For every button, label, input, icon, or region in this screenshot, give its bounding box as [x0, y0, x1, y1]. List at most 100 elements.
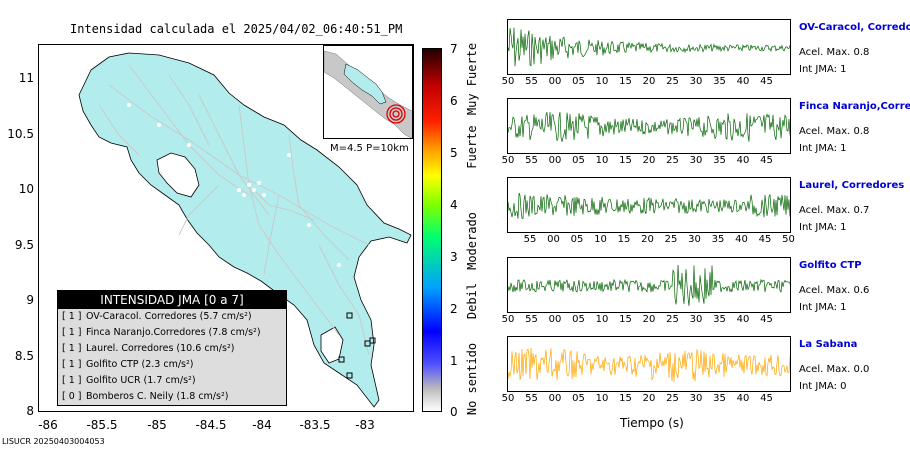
- time-tick: 20: [642, 314, 656, 325]
- inset-caption: M=4.5 P=10km: [330, 143, 409, 154]
- time-tick: 20: [642, 76, 656, 87]
- waveform-time-ticks: 50 55 00 05 10 15 20 25 30 35 40 45: [501, 393, 798, 405]
- time-tick: 50: [782, 234, 795, 245]
- station-accel: Acel. Max. 0.0: [799, 364, 870, 375]
- colorbar-tick: 5: [450, 146, 458, 160]
- time-tick: 20: [642, 155, 656, 166]
- time-tick: 25: [666, 393, 679, 404]
- inset-map: [323, 45, 413, 139]
- waveform-panel[interactable]: [507, 336, 791, 392]
- legend-text: Golfito CTP (2.3 cm/s²): [86, 359, 194, 370]
- station-accel: Acel. Max. 0.7: [799, 205, 870, 216]
- intensity-legend: INTENSIDAD JMA [0 a 7] [ 1 ] OV-Caracol. …: [57, 290, 287, 406]
- time-tick: 25: [666, 76, 679, 87]
- legend-row: [ 1 ] Golfito UCR (1.7 cm/s²): [58, 373, 286, 389]
- waveform-panel[interactable]: [507, 257, 791, 313]
- time-tick: 05: [572, 393, 585, 404]
- time-tick: 00: [547, 234, 560, 245]
- waveform-time-ticks: 50 55 00 05 10 15 20 25 30 35 40 45: [501, 155, 798, 167]
- station-intensity: Int JMA: 1: [799, 222, 847, 233]
- time-tick: 40: [736, 314, 750, 325]
- inset-svg: [324, 46, 412, 138]
- time-tick: 15: [619, 314, 632, 325]
- legend-text: OV-Caracol. Corredores (5.7 cm/s²): [86, 311, 252, 322]
- time-tick: 10: [595, 155, 609, 166]
- colorbar-category: Fuerte: [465, 125, 479, 169]
- waveform-trace: [508, 27, 790, 67]
- station-intensity: Int JMA: 1: [799, 143, 847, 154]
- station-name: La Sabana: [799, 339, 858, 350]
- costa-rica-map: [78, 52, 412, 408]
- time-tick: 55: [525, 155, 538, 166]
- time-tick: 25: [666, 155, 679, 166]
- y-tick: 8.5: [14, 349, 34, 363]
- legend-text: Laurel. Corredores (10.6 cm/s²): [86, 343, 235, 354]
- legend-level: [ 0 ]: [62, 391, 82, 402]
- time-tick: 50: [501, 393, 515, 404]
- time-tick: 05: [572, 76, 585, 87]
- colorbar-tick: 3: [450, 250, 458, 264]
- time-tick: 30: [689, 76, 703, 87]
- legend-row: [ 0 ] Bomberos C. Neily (1.8 cm/s²): [58, 389, 286, 405]
- legend-level: [ 1 ]: [62, 327, 82, 338]
- time-tick: 05: [570, 234, 584, 245]
- station-name: Laurel, Corredores: [799, 180, 905, 191]
- time-tick: 30: [688, 234, 701, 245]
- x-tick: -86: [38, 418, 58, 432]
- colorbar-tick: 1: [450, 354, 458, 368]
- time-tick: 35: [713, 393, 726, 404]
- time-tick: 15: [619, 155, 632, 166]
- station-markers: [338, 312, 376, 379]
- y-tick: 10: [18, 182, 34, 196]
- time-tick: 40: [736, 76, 750, 87]
- x-tick: -84.5: [195, 418, 227, 432]
- waveform-trace: [508, 192, 790, 219]
- time-tick: 15: [617, 234, 631, 245]
- time-tick: 10: [595, 76, 609, 87]
- time-tick: 50: [501, 155, 515, 166]
- colorbar-category: No sentido: [465, 342, 479, 416]
- waveform-time-ticks: 50 55 00 05 10 15 20 25 30 35 40 45: [501, 76, 798, 88]
- legend-text: Golfito UCR (1.7 cm/s²): [86, 375, 196, 386]
- x-tick: -83.5: [299, 418, 331, 432]
- time-tick: 35: [713, 155, 726, 166]
- waveform-panel[interactable]: [507, 19, 791, 75]
- station-accel: Acel. Max. 0.8: [799, 47, 870, 58]
- time-tick: 00: [548, 314, 562, 325]
- time-tick: 20: [641, 234, 654, 245]
- station-intensity: Int JMA: 1: [799, 302, 847, 313]
- time-tick: 00: [548, 393, 562, 404]
- time-tick: 50: [501, 314, 515, 325]
- time-tick: 55: [525, 76, 538, 87]
- time-tick: 45: [758, 234, 772, 245]
- time-tick: 15: [619, 76, 632, 87]
- waveform-time-ticks: 55 00 05 10 15 20 25 30 35 40 45 50: [503, 234, 798, 246]
- y-tick: 9.5: [14, 238, 34, 252]
- station-name: Finca Naranjo,Corredores: [799, 101, 910, 112]
- time-tick: 55: [525, 393, 538, 404]
- time-tick: 30: [689, 314, 703, 325]
- time-tick: 30: [689, 155, 703, 166]
- time-tick: 15: [619, 393, 632, 404]
- x-tick: -84: [252, 418, 272, 432]
- time-tick: 55: [525, 314, 538, 325]
- time-tick: 45: [760, 76, 773, 87]
- time-tick: 35: [711, 234, 725, 245]
- time-tick: 00: [548, 155, 562, 166]
- land-polygon: [78, 52, 412, 408]
- waveform-panel[interactable]: [507, 177, 791, 233]
- legend-row: [ 1 ] Laurel. Corredores (10.6 cm/s²): [58, 341, 286, 357]
- station-intensity: Int JMA: 1: [799, 64, 847, 75]
- time-tick: 05: [572, 155, 585, 166]
- time-tick: 35: [713, 76, 726, 87]
- waveform-trace: [508, 264, 790, 306]
- station-name: OV-Caracol, Corredores: [799, 22, 910, 33]
- time-tick: 40: [736, 393, 750, 404]
- legend-level: [ 1 ]: [62, 375, 82, 386]
- legend-text: Finca Naranjo.Corredores (7.8 cm/s²): [86, 327, 261, 338]
- colorbar-tick: 6: [450, 94, 458, 108]
- time-tick: 50: [501, 76, 515, 87]
- legend-level: [ 1 ]: [62, 311, 82, 322]
- waveform-panel[interactable]: [507, 98, 791, 154]
- station-accel: Acel. Max. 0.6: [799, 285, 870, 296]
